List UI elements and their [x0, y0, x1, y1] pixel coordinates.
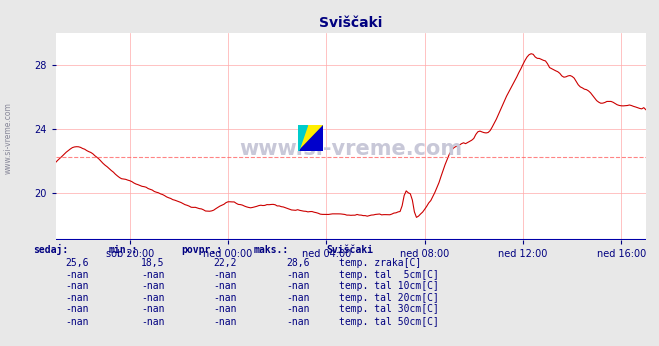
Text: -nan: -nan — [286, 293, 310, 303]
Text: -nan: -nan — [214, 317, 237, 327]
Text: -nan: -nan — [214, 281, 237, 291]
Text: -nan: -nan — [141, 317, 165, 327]
Text: temp. tal 10cm[C]: temp. tal 10cm[C] — [339, 281, 440, 291]
Title: Sviščaki: Sviščaki — [319, 16, 383, 30]
Text: -nan: -nan — [214, 293, 237, 303]
Text: -nan: -nan — [141, 281, 165, 291]
Text: -nan: -nan — [65, 304, 89, 314]
Polygon shape — [298, 125, 306, 151]
Text: sedaj:: sedaj: — [33, 244, 68, 255]
Text: temp. tal 30cm[C]: temp. tal 30cm[C] — [339, 304, 440, 314]
Text: -nan: -nan — [286, 317, 310, 327]
Text: -nan: -nan — [141, 270, 165, 280]
Text: 28,6: 28,6 — [286, 258, 310, 268]
Text: temp. tal 20cm[C]: temp. tal 20cm[C] — [339, 293, 440, 303]
Text: min.:: min.: — [109, 245, 138, 255]
Text: -nan: -nan — [65, 281, 89, 291]
Text: 22,2: 22,2 — [214, 258, 237, 268]
Text: -nan: -nan — [65, 293, 89, 303]
Text: 18,5: 18,5 — [141, 258, 165, 268]
Text: -nan: -nan — [286, 304, 310, 314]
Text: -nan: -nan — [65, 317, 89, 327]
Text: povpr.:: povpr.: — [181, 245, 222, 255]
Text: temp. tal 50cm[C]: temp. tal 50cm[C] — [339, 317, 440, 327]
Text: maks.:: maks.: — [254, 245, 289, 255]
Text: -nan: -nan — [214, 270, 237, 280]
Text: -nan: -nan — [65, 270, 89, 280]
Text: -nan: -nan — [286, 281, 310, 291]
Text: -nan: -nan — [286, 270, 310, 280]
Text: -nan: -nan — [141, 293, 165, 303]
Text: temp. zraka[C]: temp. zraka[C] — [339, 258, 422, 268]
Text: www.si-vreme.com: www.si-vreme.com — [239, 139, 463, 159]
Text: -nan: -nan — [214, 304, 237, 314]
Text: temp. tal  5cm[C]: temp. tal 5cm[C] — [339, 270, 440, 280]
Text: www.si-vreme.com: www.si-vreme.com — [3, 102, 13, 174]
Polygon shape — [298, 125, 323, 151]
Text: Sviščaki: Sviščaki — [326, 245, 373, 255]
Text: -nan: -nan — [141, 304, 165, 314]
Polygon shape — [298, 125, 323, 151]
Text: 25,6: 25,6 — [65, 258, 89, 268]
